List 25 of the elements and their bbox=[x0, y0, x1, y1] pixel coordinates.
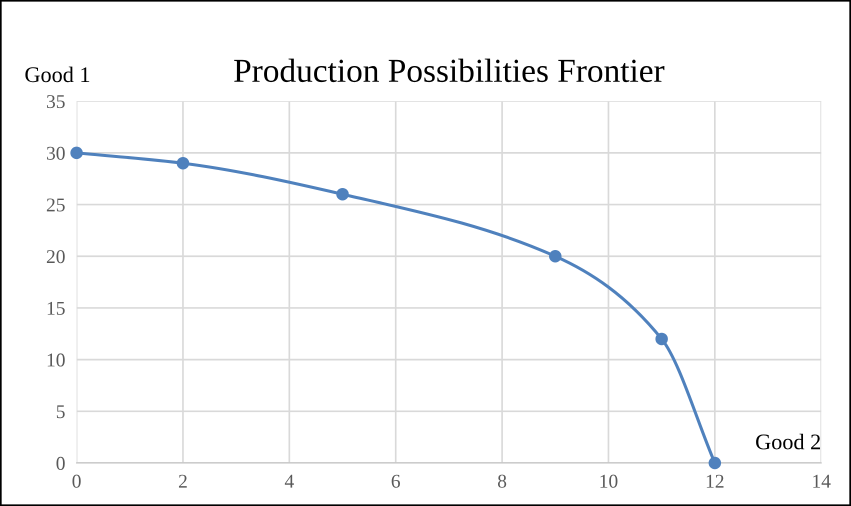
point bbox=[708, 456, 722, 470]
point bbox=[549, 250, 562, 263]
point bbox=[176, 156, 190, 170]
point bbox=[70, 146, 83, 160]
y-tick-label: 0 bbox=[56, 456, 65, 470]
y-tick-label: 20 bbox=[46, 250, 65, 264]
y-tick-label: 35 bbox=[46, 95, 65, 108]
x-tick-label: 0 bbox=[72, 474, 81, 488]
y-tick-label: 15 bbox=[48, 302, 65, 315]
point bbox=[336, 188, 349, 200]
y-tick-label: 30 bbox=[46, 146, 65, 160]
y-axis-title: Good 1 bbox=[25, 66, 90, 82]
x-tick-label: 10 bbox=[600, 474, 618, 488]
chart-title: Production Possibilities Frontier bbox=[234, 58, 664, 82]
y-tick-label: 25 bbox=[46, 198, 65, 212]
y-tick-label: 10 bbox=[48, 353, 65, 367]
x-tick-label: 6 bbox=[392, 474, 400, 488]
point bbox=[655, 332, 668, 346]
x-tick-label: 2 bbox=[178, 474, 187, 488]
x-tick-label: 12 bbox=[706, 474, 724, 488]
x-tick-label: 14 bbox=[813, 474, 831, 488]
x-axis-title: Good 2 bbox=[756, 434, 820, 450]
x-tick-label: 8 bbox=[498, 474, 506, 488]
x-tick-label: 4 bbox=[284, 474, 294, 488]
y-tick-label: 5 bbox=[56, 405, 65, 418]
